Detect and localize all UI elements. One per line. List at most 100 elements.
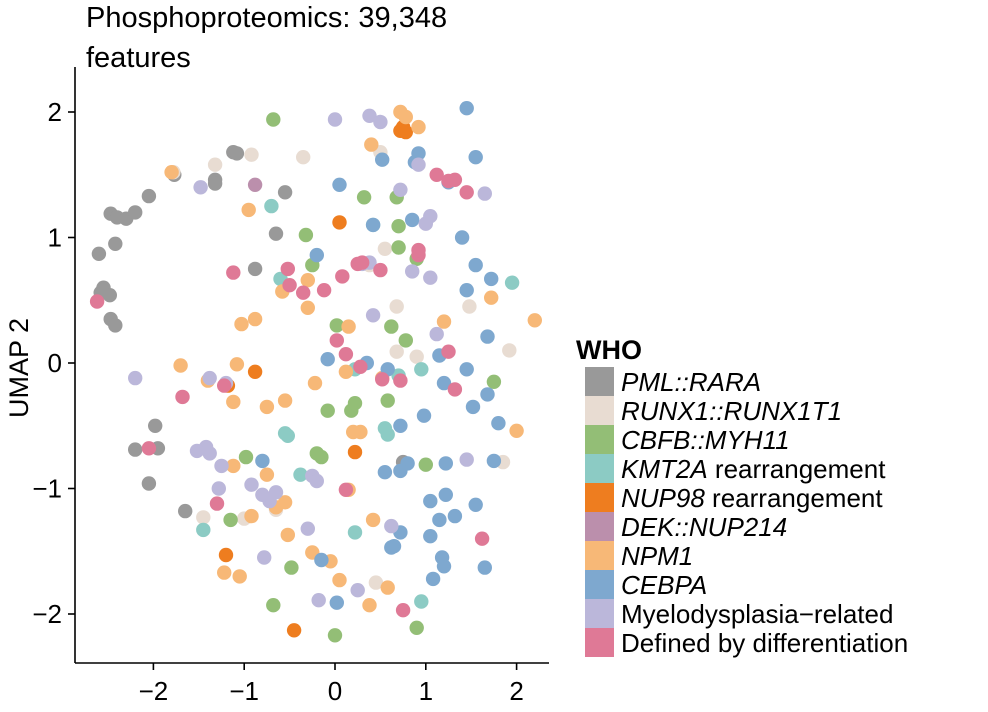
point-cebpa bbox=[329, 595, 344, 610]
point-npm1 bbox=[300, 273, 315, 288]
point-cbfb bbox=[266, 598, 281, 613]
point-cbfb bbox=[391, 219, 406, 234]
point-diff bbox=[329, 333, 344, 348]
legend-swatch-mds bbox=[585, 599, 614, 628]
point-diff bbox=[175, 389, 190, 405]
point-cebpa bbox=[314, 552, 329, 568]
point-runx1 bbox=[462, 299, 477, 314]
point-cebpa bbox=[468, 257, 483, 273]
point-cebpa bbox=[405, 212, 420, 228]
point-cbfb bbox=[223, 512, 238, 528]
point-cebpa bbox=[423, 493, 438, 509]
point-pml bbox=[229, 146, 245, 161]
point-cbfb bbox=[347, 396, 363, 411]
y-axis-ticks: −2 −1 0 1 2 bbox=[32, 97, 75, 629]
point-runx1 bbox=[368, 575, 384, 590]
point-cbfb bbox=[380, 393, 395, 408]
point-mds bbox=[459, 452, 474, 467]
point-diff bbox=[441, 344, 456, 359]
point-pml bbox=[178, 503, 193, 519]
point-cebpa bbox=[438, 487, 453, 502]
point-mds bbox=[257, 550, 272, 565]
point-runx1 bbox=[389, 344, 404, 359]
point-npm1 bbox=[436, 314, 452, 329]
point-pml bbox=[141, 476, 157, 491]
point-npm1 bbox=[332, 572, 347, 588]
point-cebpa bbox=[423, 529, 438, 544]
point-mds bbox=[255, 487, 270, 502]
point-cbfb bbox=[329, 318, 344, 333]
x-tick-label: 2 bbox=[509, 676, 523, 706]
point-nup98 bbox=[247, 364, 263, 379]
point-npm1 bbox=[234, 316, 249, 332]
point-cebpa bbox=[465, 399, 481, 415]
point-cebpa bbox=[459, 283, 474, 298]
point-cbfb bbox=[309, 446, 324, 461]
point-cebpa bbox=[332, 177, 347, 192]
x-axis-ticks: −2 −1 0 1 2 bbox=[139, 663, 524, 706]
point-npm1 bbox=[259, 399, 275, 415]
point-cbfb bbox=[284, 560, 299, 575]
point-nup98 bbox=[398, 124, 413, 140]
point-npm1 bbox=[380, 580, 395, 595]
point-npm1 bbox=[307, 375, 323, 391]
point-cbfb bbox=[266, 112, 281, 127]
point-runx1 bbox=[244, 147, 259, 162]
point-npm1 bbox=[346, 424, 361, 440]
point-diff bbox=[282, 278, 297, 293]
point-cebpa bbox=[377, 465, 393, 480]
point-mds bbox=[393, 182, 408, 197]
point-npm1 bbox=[164, 165, 179, 180]
point-diff bbox=[89, 294, 105, 309]
point-diff bbox=[296, 285, 311, 300]
point-cebpa bbox=[477, 560, 492, 575]
point-cebpa bbox=[468, 150, 483, 165]
legend-label-kmt2a: KMT2A rearrangement bbox=[621, 454, 886, 484]
point-npm1 bbox=[232, 569, 247, 584]
legend-swatch-diff bbox=[585, 628, 614, 657]
point-diff bbox=[447, 172, 463, 187]
point-npm1 bbox=[364, 137, 379, 152]
point-kmt2a bbox=[414, 362, 429, 377]
legend-label-nup98: NUP98 rearrangement bbox=[621, 483, 883, 513]
point-mds bbox=[423, 270, 438, 285]
point-mds bbox=[189, 443, 205, 459]
legend-label-mds: Myelodysplasia−related bbox=[621, 599, 893, 629]
point-cebpa bbox=[447, 508, 463, 524]
point-cebpa bbox=[491, 416, 506, 431]
point-pml bbox=[247, 261, 263, 277]
point-diff bbox=[355, 255, 370, 270]
point-diff bbox=[429, 167, 444, 182]
point-cebpa bbox=[486, 453, 502, 469]
point-npm1 bbox=[217, 565, 232, 580]
legend-swatch-kmt2a bbox=[585, 454, 614, 483]
legend-swatch-npm1 bbox=[585, 541, 614, 570]
legend-label-cbfb: CBFB::MYH11 bbox=[621, 425, 790, 455]
legend-label-diff: Defined by differentiation bbox=[621, 628, 908, 658]
point-pml bbox=[102, 288, 118, 303]
point-npm1 bbox=[241, 202, 256, 218]
point-npm1 bbox=[229, 357, 245, 372]
point-mds bbox=[193, 180, 208, 195]
point-diff bbox=[338, 347, 354, 362]
point-diff bbox=[338, 482, 354, 497]
point-mds bbox=[202, 370, 217, 386]
legend-swatch-nup98 bbox=[585, 483, 614, 512]
point-pml bbox=[141, 188, 157, 204]
point-cbfb bbox=[238, 449, 254, 465]
x-tick-label: −2 bbox=[139, 676, 169, 706]
point-diff bbox=[411, 242, 426, 258]
point-npm1 bbox=[226, 458, 241, 474]
point-diff bbox=[373, 262, 388, 278]
point-diff bbox=[280, 261, 295, 277]
point-npm1 bbox=[398, 109, 413, 125]
point-npm1 bbox=[247, 311, 263, 327]
legend-swatch-dek bbox=[585, 512, 614, 541]
point-cebpa bbox=[365, 217, 381, 233]
chart-title-line-2: features bbox=[86, 42, 191, 74]
point-npm1 bbox=[365, 512, 381, 528]
point-cebpa bbox=[480, 329, 495, 344]
point-diff bbox=[316, 283, 332, 298]
point-kmt2a bbox=[196, 522, 211, 538]
point-runx1 bbox=[377, 241, 393, 256]
